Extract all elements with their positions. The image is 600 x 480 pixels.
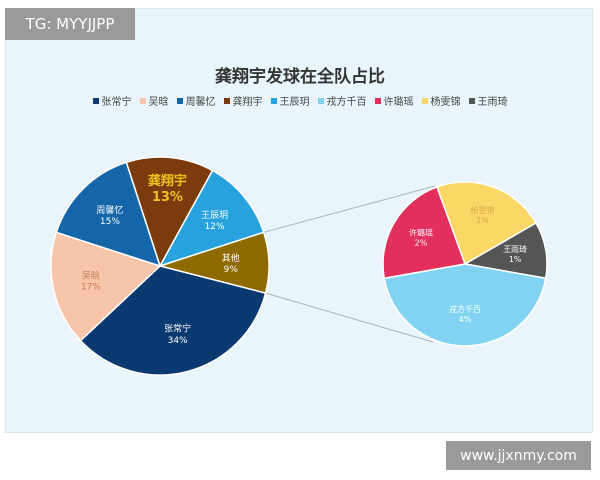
pie-slice [79, 265, 267, 376]
legend-swatch [176, 97, 183, 104]
slice-label: 王辰玥 12% [201, 210, 228, 232]
pie-slice [50, 231, 162, 342]
legend-swatch [421, 97, 428, 104]
legend-label: 许璐瑶 [383, 97, 414, 108]
legend-swatch [223, 97, 230, 104]
connector-line [263, 185, 436, 233]
legend-item: 周馨忆 [176, 93, 216, 108]
sub-slice-label: 许璐瑶 2% [409, 228, 433, 248]
legend-item: 许璐瑶 [374, 93, 414, 108]
pie-slice [55, 161, 162, 268]
sub-slice-label: 戎方千百 4% [449, 304, 481, 324]
legend-label: 龚翔宇 [232, 97, 263, 108]
pie-slice [125, 156, 214, 268]
legend-item: 戎方千百 [317, 93, 367, 108]
legend-item: 王辰玥 [270, 93, 310, 108]
legend-label: 吴晗 [148, 97, 169, 108]
slice-label: 周馨忆 15% [96, 204, 123, 227]
chart-title: 龚翔宇发球在全队占比 [215, 67, 385, 87]
legend-swatch [92, 97, 99, 104]
legend-swatch [468, 97, 475, 104]
legend-label: 杨雯锦 [430, 97, 461, 108]
sub-pie-slice [435, 181, 538, 266]
legend-label: 戎方千百 [326, 97, 367, 108]
chart-legend: 张常宁 吴晗 周馨忆 龚翔宇 王辰玥 戎方千百 许璐瑶 杨雯锦 王雨琦 [0, 93, 600, 108]
sub-slice-label: 王雨琦 1% [503, 245, 527, 264]
legend-swatch [374, 97, 381, 104]
legend-item: 吴晗 [139, 93, 169, 108]
legend-label: 王雨琦 [477, 97, 508, 108]
slice-label: 吴晗 17% [81, 269, 101, 292]
slice-label: 其他 9% [222, 252, 240, 275]
slice-label: 龚翔宇 13% [148, 173, 187, 205]
legend-label: 张常宁 [101, 97, 132, 108]
pie-slice [158, 169, 265, 268]
legend-swatch [270, 97, 277, 104]
legend-item: 龚翔宇 [223, 93, 263, 108]
sub-pie-slice [382, 185, 467, 280]
legend-swatch [139, 97, 146, 104]
watermark-bottom: www.jjxnmy.com [446, 441, 591, 470]
legend-label: 王辰玥 [279, 97, 310, 108]
slice-label: 张常宁 34% [164, 323, 191, 346]
sub-pie-slice [383, 263, 547, 347]
connector-line [265, 292, 434, 343]
legend-item: 杨雯锦 [421, 93, 461, 108]
legend-item: 张常宁 [92, 93, 132, 108]
sub-slice-label: 杨雯锦 2% [470, 205, 494, 225]
legend-item: 王雨琦 [468, 93, 508, 108]
legend-swatch [317, 97, 324, 104]
legend-label: 周馨忆 [185, 97, 216, 108]
watermark-top: TG: MYYJJPP [5, 8, 135, 40]
